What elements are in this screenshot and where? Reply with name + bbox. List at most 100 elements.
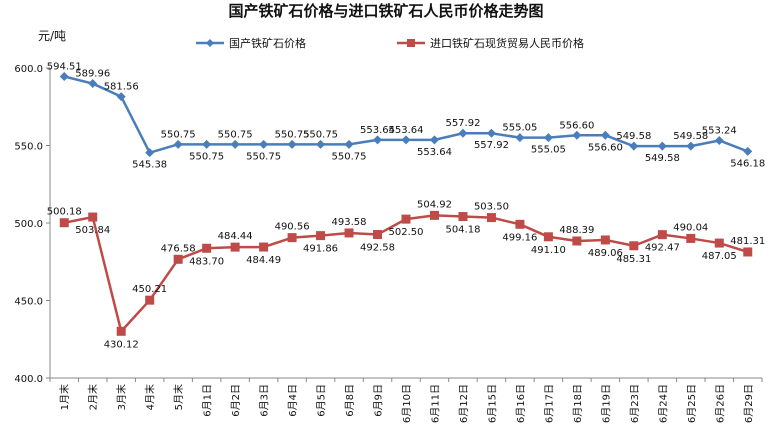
- data-point-square: [59, 218, 69, 228]
- legend: 国产铁矿石价格 进口铁矿石现货贸易人民币价格: [196, 36, 584, 50]
- data-label: 503.50: [474, 202, 509, 213]
- data-label: 493.58: [332, 217, 367, 228]
- data-point-square: [657, 230, 667, 240]
- legend-entry: 国产铁矿石价格: [229, 36, 306, 50]
- data-label: 491.86: [303, 244, 338, 255]
- x-tick-label: 6月4日: [287, 384, 299, 417]
- data-point-square: [629, 241, 639, 251]
- x-tick-label: 6月2日: [230, 384, 242, 417]
- data-point-square: [230, 242, 240, 252]
- data-label: 481.31: [730, 236, 765, 247]
- x-tick-label: 6月5日: [316, 384, 328, 417]
- data-label: 545.38: [132, 160, 167, 171]
- data-label: 553.64: [360, 125, 395, 136]
- x-tick-label: 3月末: [115, 384, 128, 410]
- data-point-diamond: [429, 135, 439, 145]
- data-label: 550.75: [246, 151, 281, 162]
- data-point-diamond: [59, 72, 69, 82]
- data-point-square: [259, 242, 269, 252]
- y-tick-label: 600.0: [14, 64, 43, 75]
- x-tick-label: 6月25日: [686, 384, 698, 423]
- data-point-diamond: [600, 130, 610, 140]
- data-point-square: [202, 243, 212, 253]
- data-point-diamond: [486, 128, 496, 138]
- data-point-diamond: [458, 128, 468, 138]
- data-label: 555.05: [531, 145, 566, 156]
- data-label: 500.18: [47, 207, 82, 218]
- data-point-square: [429, 210, 439, 220]
- data-point-diamond: [543, 133, 553, 143]
- data-label: 483.70: [189, 256, 224, 267]
- y-axis-unit: 元/吨: [38, 29, 66, 43]
- chart-title: 国产铁矿石价格与进口铁矿石人民币价格走势图: [228, 2, 543, 20]
- legend-entry: 进口铁矿石现货贸易人民币价格: [430, 36, 584, 50]
- y-tick-label: 400.0: [14, 374, 43, 385]
- data-label: 557.92: [445, 118, 480, 129]
- data-point-diamond: [202, 139, 212, 149]
- data-point-square: [458, 212, 468, 222]
- data-point-diamond: [629, 141, 639, 151]
- data-point-diamond: [116, 92, 126, 102]
- x-tick-label: 5月末: [172, 384, 185, 410]
- data-label: 549.58: [616, 131, 651, 142]
- data-point-diamond: [230, 139, 240, 149]
- data-label: 556.60: [588, 142, 623, 153]
- data-point-diamond: [344, 139, 354, 149]
- data-point-diamond: [373, 135, 383, 145]
- data-point-square: [486, 213, 496, 223]
- data-label: 488.39: [559, 225, 594, 236]
- data-label: 504.92: [417, 199, 452, 210]
- data-point-square: [686, 233, 696, 243]
- data-labels: 594.51589.96581.56545.38550.75550.75550.…: [47, 62, 766, 351]
- x-tick-label: 2月末: [87, 384, 100, 410]
- data-label: 502.50: [389, 227, 424, 238]
- x-tick-label: 6月9日: [373, 384, 385, 417]
- data-label: 484.49: [246, 255, 281, 266]
- data-label: 430.12: [104, 339, 139, 350]
- x-tick-label: 6月29日: [743, 384, 755, 423]
- data-label: 504.18: [445, 225, 480, 236]
- data-label: 450.21: [132, 284, 167, 295]
- data-label: 503.84: [75, 225, 110, 236]
- x-tick-label: 6月11日: [429, 384, 441, 423]
- x-tick-label: 6月15日: [486, 384, 498, 423]
- data-point-square: [344, 228, 354, 238]
- data-label: 556.60: [559, 120, 594, 131]
- data-label: 549.58: [645, 153, 680, 164]
- data-label: 589.96: [75, 69, 110, 80]
- data-point-diamond: [515, 133, 525, 143]
- x-tick-label: 6月17日: [543, 384, 555, 423]
- x-tick-label: 1月末: [58, 384, 71, 410]
- data-label: 553.64: [389, 125, 424, 136]
- series-layer: [59, 72, 753, 336]
- data-label: 553.24: [702, 125, 737, 136]
- data-point-square: [316, 231, 326, 241]
- y-tick-label: 550.0: [14, 142, 43, 153]
- data-point-square: [173, 254, 183, 264]
- data-label: 492.47: [645, 243, 680, 254]
- data-point-diamond: [259, 139, 269, 149]
- data-point-square: [401, 214, 411, 224]
- y-tick-label: 500.0: [14, 219, 43, 230]
- x-tick-label: 6月19日: [600, 384, 612, 423]
- data-point-square: [373, 230, 383, 240]
- data-label: 550.75: [303, 129, 338, 140]
- data-point-square: [600, 235, 610, 245]
- data-point-diamond: [88, 79, 98, 89]
- x-tick-label: 6月23日: [629, 384, 641, 423]
- x-tick-label: 6月12日: [458, 384, 470, 423]
- data-point-square: [145, 295, 155, 305]
- data-point-diamond: [145, 148, 155, 158]
- data-point-diamond: [572, 130, 582, 140]
- data-label: 550.75: [275, 129, 310, 140]
- data-point-square: [572, 236, 582, 246]
- data-point-diamond: [743, 146, 753, 156]
- data-label: 555.05: [502, 123, 537, 134]
- x-tick-label: 6月16日: [515, 384, 527, 423]
- data-label: 490.04: [673, 222, 708, 233]
- data-point-square: [287, 233, 297, 243]
- y-tick-label: 450.0: [14, 297, 43, 308]
- data-label: 550.75: [161, 129, 196, 140]
